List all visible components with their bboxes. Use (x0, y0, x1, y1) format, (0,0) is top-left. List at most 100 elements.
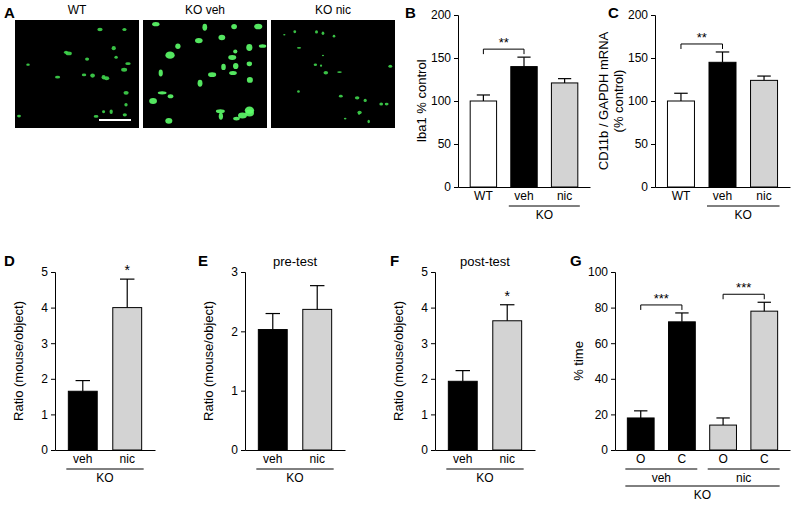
cell (229, 71, 237, 75)
cell (314, 63, 317, 66)
category-label: nic (500, 452, 515, 466)
cell (26, 63, 29, 65)
y-axis: 050100150200 (431, 8, 459, 194)
tick: 4 (41, 301, 55, 315)
significance-label: ** (499, 35, 509, 50)
significance-label: * (504, 288, 510, 304)
error-cap (758, 302, 771, 303)
y-axis: 050100150200 (628, 8, 656, 194)
error-bar (558, 79, 571, 83)
group-line (707, 206, 780, 207)
cell (388, 65, 392, 68)
tick-mark (651, 187, 655, 188)
tick-label: 0 (421, 443, 428, 457)
group-label: KO (476, 471, 493, 485)
cell (124, 103, 127, 107)
tick: 40 (595, 372, 615, 386)
bar (470, 101, 496, 187)
tick: 5 (421, 265, 435, 279)
micrograph (143, 20, 267, 128)
group-line (446, 469, 523, 470)
marks (470, 57, 578, 187)
tick-label: 50 (438, 137, 452, 151)
tick-label: 2 (41, 372, 48, 386)
tick-mark (241, 450, 245, 451)
micrograph (15, 20, 139, 128)
error-bar (758, 302, 771, 311)
tick-mark (431, 450, 435, 451)
x-axis: WTvehnic (656, 187, 791, 203)
figure: AWTKO vehKO nicB050100150200WTvehnicKOIb… (0, 0, 800, 507)
cell (320, 65, 322, 67)
cell (246, 44, 252, 51)
tick-label: 2 (231, 325, 238, 339)
cell (94, 115, 99, 118)
tick: veh (453, 450, 472, 466)
tick-mark (241, 331, 245, 332)
y-axis-title: Iba1 % control (414, 59, 429, 142)
tick: 2 (421, 372, 435, 386)
error-bar (76, 381, 90, 392)
plot: 050100150200WTvehnicKOIba1 % control** (414, 8, 591, 222)
tick-label: 200 (628, 8, 648, 22)
error-cap (634, 410, 647, 411)
error-bar (517, 57, 530, 66)
tick-label: 1 (421, 408, 428, 422)
tick-label: 200 (431, 8, 451, 22)
tick: 0 (601, 443, 615, 457)
significance-label: *** (654, 291, 669, 306)
tick-label: 0 (641, 180, 648, 194)
marks (68, 279, 141, 450)
tick-mark (51, 272, 55, 273)
panel-letter: C (608, 4, 619, 21)
error-whisker (523, 57, 524, 66)
cell (283, 34, 285, 36)
panel-letter: D (4, 252, 15, 269)
tick-label: 20 (595, 408, 609, 422)
category-label: nic (120, 452, 135, 466)
cell (122, 28, 126, 31)
error-cap (674, 93, 688, 94)
axis-line (51, 273, 56, 451)
error-whisker (722, 418, 723, 425)
bar (113, 308, 142, 450)
tick-label: 60 (595, 337, 609, 351)
bar (751, 80, 778, 187)
bar (68, 391, 97, 450)
cell (158, 91, 167, 94)
tick: 0 (444, 180, 458, 194)
category-label: veh (73, 452, 92, 466)
error-whisker (462, 371, 463, 382)
cell (324, 71, 329, 75)
group-label: KO (96, 471, 113, 485)
title: pre-test (273, 254, 317, 269)
error-whisker (680, 93, 681, 101)
micrograph (271, 20, 395, 128)
tick-label: 150 (628, 51, 648, 65)
category-label: veh (453, 452, 472, 466)
cell (102, 110, 105, 113)
x-axis: veh nic (436, 450, 536, 466)
y-axis-title: Ratio (mouse/object) (11, 301, 26, 421)
tick: 100 (588, 265, 615, 279)
y-axis: 012345 (41, 265, 55, 457)
group-label: KO (735, 208, 752, 222)
category-label: veh (514, 189, 533, 203)
cell (165, 52, 174, 59)
category-label: veh (263, 452, 282, 466)
cell (379, 102, 383, 105)
axis-line (436, 450, 536, 451)
error-bar (456, 371, 470, 382)
tick-label: 3 (41, 337, 48, 351)
tick-mark (611, 308, 615, 309)
cell (259, 44, 266, 48)
tick-mark (241, 391, 245, 392)
error-whisker (564, 79, 565, 83)
axis-line (651, 16, 656, 188)
tick: O (718, 450, 727, 466)
cell (90, 74, 95, 78)
tick-label: 0 (41, 443, 48, 457)
tick-label: 3 (231, 265, 238, 279)
significance-label: * (124, 262, 130, 278)
bar (669, 322, 696, 450)
